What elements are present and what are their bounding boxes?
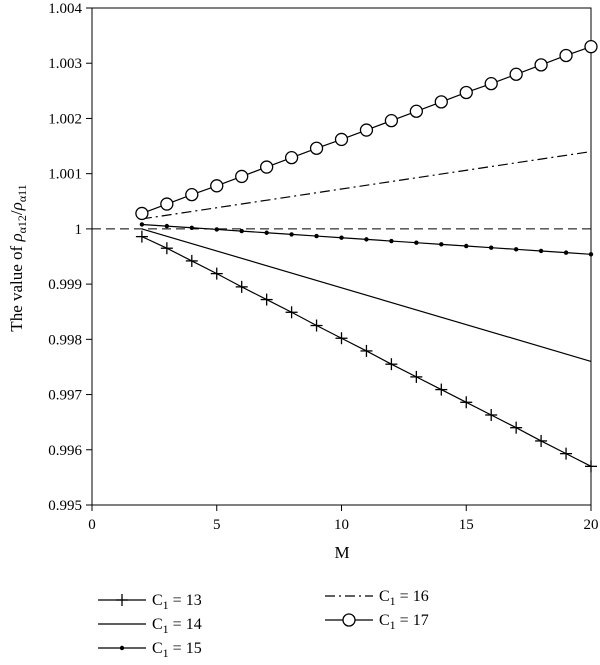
dot-marker [538,248,544,254]
x-tick-label: 5 [213,517,221,533]
circle-marker [284,151,299,165]
y-tick-label: 1.003 [48,56,82,72]
dot-marker [439,242,444,247]
plus-marker [410,370,423,383]
dot-marker [264,230,269,235]
dot-marker [289,232,294,237]
legend-item: C1 = 15 [98,640,202,660]
circle-marker [359,123,374,137]
circle-marker [235,169,249,184]
legend-label: C1 = 13 [152,592,202,612]
series-line [141,150,592,220]
axes: 0 5 10 15 20 0.995 0.996 0.997 0.998 0.999 1 1.001 1… [48,1,598,533]
dot-marker [588,252,594,257]
plus-marker [510,421,523,434]
series-1 [135,230,597,473]
legend-item: C1 = 13 [98,592,202,612]
legend-label: C1 = 17 [379,612,429,632]
y-tick-label: 0.996 [48,443,82,459]
dot-marker [563,250,569,255]
circle-marker [434,95,448,109]
x-axis-label: M [334,543,349,562]
plus-marker [560,447,573,460]
y-tick-label: 1.004 [48,1,82,17]
legend-label: C1 = 15 [152,640,202,660]
plus-marker [185,254,198,267]
circle-marker [584,40,598,54]
plus-marker [435,383,448,396]
circle-marker [160,197,174,211]
series-5 [135,40,598,221]
legend-label: C1 = 14 [152,616,202,636]
circle-marker [509,67,523,81]
series-4 [141,150,592,220]
dot-marker [389,238,394,244]
y-tick-label: 1 [75,222,83,238]
plus-marker [385,358,398,371]
circle-marker [135,206,149,221]
x-tick-label: 20 [584,517,599,533]
circle-marker [334,132,349,147]
dot-marker [189,225,194,230]
legend-item: C1 = 14 [98,616,202,636]
plus-marker [335,332,348,345]
dot-marker [489,245,494,250]
dot-marker [314,233,319,239]
circle-marker [484,77,498,91]
plus-marker [460,396,473,409]
circle-marker [409,104,424,118]
y-tick-label: 0.998 [48,332,82,348]
circle-marker [459,85,473,100]
circle-marker [210,179,224,193]
dot-marker [139,222,145,227]
series-3 [139,222,594,257]
legend-item: C1 = 16 [325,588,429,608]
circle-marker [342,613,356,627]
x-tick-label: 0 [88,517,96,533]
dot-marker [214,227,219,232]
dot-marker [164,223,170,229]
y-tick-label: 0.999 [48,277,82,293]
plus-marker [260,293,273,306]
circle-marker [185,188,199,202]
plus-marker [210,267,223,280]
series-layer [92,40,598,473]
circle-marker [259,160,274,174]
legend-item: C1 = 17 [325,612,429,632]
circle-marker [534,58,548,72]
x-tick-label: 10 [334,517,349,533]
y-tick-label: 1.001 [48,167,82,183]
dot-marker [414,240,419,245]
plus-marker [160,242,173,255]
dot-marker [464,243,469,249]
dot-marker [339,235,344,240]
plus-marker [116,594,128,606]
y-tick-label: 0.997 [48,388,82,404]
series-2 [141,228,592,362]
plus-marker [235,280,248,293]
x-tick-label: 15 [459,517,474,533]
plus-marker [535,434,548,447]
series-line [141,228,592,362]
legend: C1 = 13 C1 = 14 C1 = 15 C1 = 16 C1 = 17 [98,588,429,660]
circle-marker [559,48,573,63]
plus-marker [585,460,597,473]
plus-marker [135,230,148,243]
y-axis-label: The value of ρα12/ρα11 [7,184,29,331]
dot-marker [239,228,244,234]
circle-marker [309,141,324,155]
circle-marker [384,114,399,128]
dot-marker [119,645,125,651]
plus-marker [310,319,323,332]
dot-marker [513,247,519,252]
plus-marker [360,344,373,357]
y-tick-label: 1.002 [48,111,82,127]
dot-marker [364,237,369,242]
plus-marker [485,408,498,421]
legend-label: C1 = 16 [379,588,429,608]
plus-marker [285,306,298,319]
y-tick-label: 0.995 [48,498,82,514]
